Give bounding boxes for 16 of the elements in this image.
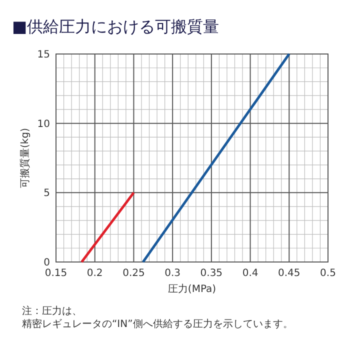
x-tick-label: 0.3 xyxy=(164,268,181,279)
x-tick-label: 0.4 xyxy=(242,268,258,279)
y-tick-label: 0 xyxy=(44,258,50,268)
y-tick-label: 5 xyxy=(44,188,50,200)
text: 注：圧力は、精密レギュレータの“IN”側へ供給する圧力を示しています。 xyxy=(22,305,293,330)
x-axis-title: 圧力(MPa) xyxy=(168,283,216,295)
x-tick-label: 0.45 xyxy=(278,268,300,279)
x-tick-label: 0.35 xyxy=(200,268,223,279)
x-tick-label: 0.5 xyxy=(320,268,336,279)
x-tick-label: 0.15 xyxy=(44,268,68,279)
y-tick-label: 10 xyxy=(37,118,50,130)
y-axis-title: 可搬質量(kg) xyxy=(19,128,31,188)
y-tick-label: 15 xyxy=(37,50,50,60)
chart-title: ■供給圧力における可搬質量 xyxy=(12,17,220,36)
x-tick-label: 0.25 xyxy=(122,268,145,279)
x-tick-label: 0.2 xyxy=(86,268,103,279)
